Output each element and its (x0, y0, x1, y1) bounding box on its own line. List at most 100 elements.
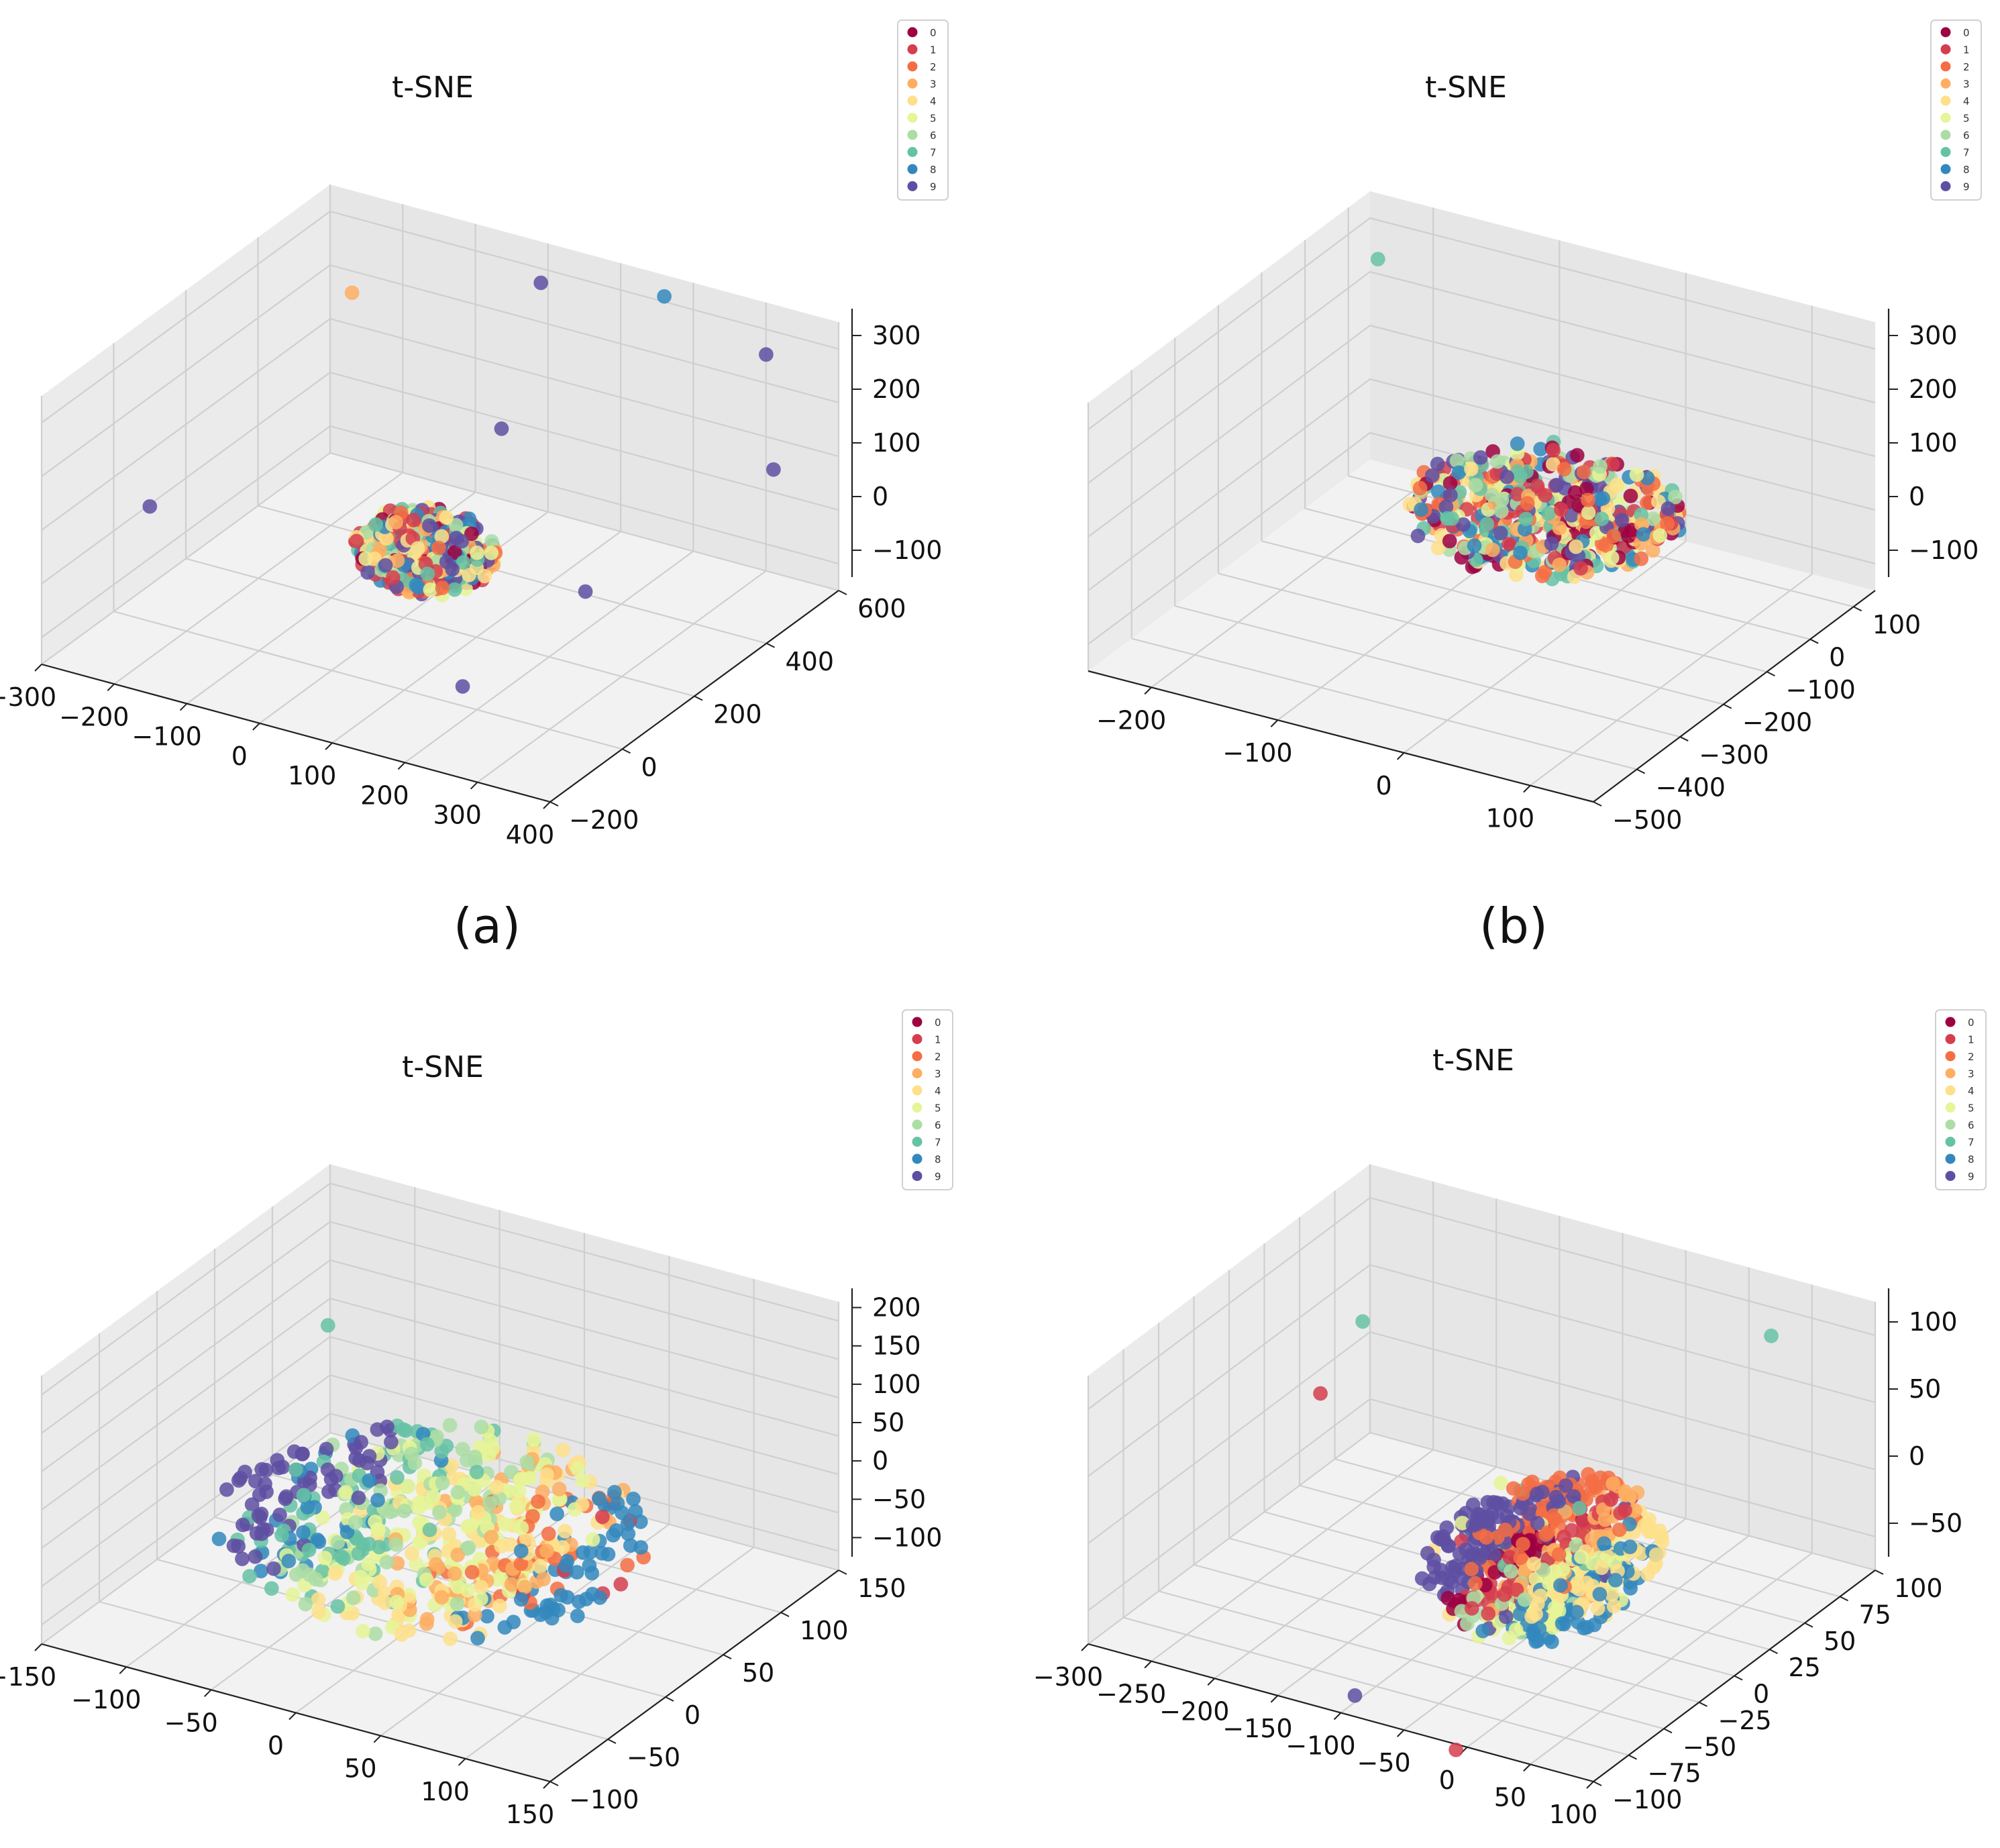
x-tick-label: −200 (1096, 705, 1166, 735)
y-axis-line (549, 1570, 839, 1782)
scatter-point (480, 1608, 494, 1624)
x-tick (252, 723, 260, 731)
x-gridline (1530, 573, 1813, 786)
scatter-point (1513, 1550, 1528, 1565)
y-tick (1804, 1622, 1813, 1628)
y-tick-label: −200 (569, 805, 639, 835)
scatter-point (628, 1504, 643, 1519)
y-tick (723, 1654, 732, 1659)
scatter-point (1569, 539, 1583, 554)
scatter-point (1537, 564, 1552, 580)
scatter-point (420, 566, 435, 582)
scatter-point (594, 1545, 610, 1561)
scatter-point (1465, 1497, 1481, 1512)
scatter-point (372, 1539, 387, 1555)
scatter-point (296, 1525, 311, 1540)
x-tick-label: 0 (231, 741, 248, 771)
scatter-point (574, 1497, 590, 1512)
scatter-point (296, 1488, 311, 1503)
legend-label: 8 (930, 164, 937, 176)
legend-box (897, 19, 949, 201)
scatter-point (1424, 468, 1440, 483)
legend-marker (912, 1102, 923, 1113)
legend-marker (1945, 1102, 1956, 1113)
scatter-point (461, 1540, 476, 1555)
z-tick-label: 0 (872, 482, 888, 511)
z-gridline (1088, 1398, 1876, 1611)
scatter-point (1486, 1547, 1502, 1562)
scatter-point (592, 1590, 608, 1605)
x-gridline (380, 1523, 670, 1737)
tsne-panel-a: −300−200−1000100200300400−2000200400600−… (0, 19, 949, 850)
y-tick (1593, 801, 1602, 807)
x-tick-label: −100 (1285, 1731, 1355, 1761)
legend: 0 1 2 3 4 5 6 7 8 9 (1930, 19, 1982, 201)
scatter-point (448, 1614, 463, 1629)
y-tick-label: 0 (1829, 643, 1845, 672)
scatter-point (383, 1435, 399, 1450)
scatter-point (361, 1556, 376, 1572)
scatter-point (311, 1604, 326, 1619)
scatter-point (513, 1592, 529, 1607)
scatter-point (397, 1503, 412, 1519)
legend-label: 2 (930, 61, 937, 73)
scatter-point (1442, 487, 1458, 503)
scatter-point (1594, 1560, 1610, 1576)
z-gridline (41, 1182, 839, 1396)
y-tick-label: −500 (1612, 805, 1682, 835)
scatter-point (360, 565, 376, 580)
scatter-point (554, 1588, 569, 1603)
scatter-point (536, 1572, 551, 1587)
scatter-point (578, 1592, 594, 1606)
scatter-point (1526, 1556, 1542, 1572)
legend-marker (1940, 79, 1951, 89)
scatter-point (1440, 511, 1455, 526)
x-tick (458, 1758, 466, 1766)
z-tick-label: 300 (872, 321, 921, 350)
legend-marker (912, 1119, 923, 1130)
z-tick-label: −100 (1909, 535, 1979, 565)
scatter-point (1606, 1476, 1621, 1492)
scatter-point (1518, 511, 1534, 527)
legend-label: 1 (930, 44, 937, 56)
scatter-point (1493, 525, 1508, 541)
z-gridline (1088, 1331, 1876, 1544)
y-gridline (1228, 1537, 1735, 1677)
scatter-point (1475, 1514, 1490, 1529)
x-tick-label: 0 (268, 1731, 284, 1761)
legend-marker (1940, 27, 1951, 38)
scatter-point (450, 1596, 465, 1612)
scatter-point (539, 1543, 554, 1559)
scatter-point (1584, 1478, 1599, 1494)
scatter-point (1667, 489, 1683, 505)
x-tick-label: 0 (1376, 771, 1392, 801)
scatter-point (330, 1599, 346, 1614)
scatter-point (551, 1482, 567, 1497)
z-tick-label: 100 (1909, 1307, 1958, 1337)
x-tick-label: 100 (288, 761, 337, 790)
scatter-point (497, 1517, 513, 1532)
scatter-point (1642, 1512, 1657, 1527)
x-axis-line (41, 663, 551, 803)
scatter-point (470, 545, 484, 560)
scatter-point (1634, 551, 1649, 566)
scatter-point (1489, 454, 1505, 469)
scatter-point (1442, 533, 1457, 549)
scatter-points (1370, 252, 1687, 586)
chart-title: t-SNE (1425, 70, 1507, 105)
x-tick-label: −300 (1033, 1662, 1103, 1692)
scatter-point (258, 1476, 273, 1492)
z-gridline (1088, 217, 1876, 430)
scatter-point (1581, 493, 1595, 508)
legend-box (902, 1009, 953, 1190)
scatter-point (351, 1546, 366, 1561)
scatter-point (657, 289, 672, 304)
legend-marker (912, 1051, 923, 1062)
scatter-point (1412, 480, 1428, 496)
scatter-point (570, 1461, 585, 1476)
y-tick-label: −100 (569, 1785, 639, 1814)
scatter-point (398, 1423, 413, 1438)
scatter-point (484, 546, 499, 560)
x-tick (203, 1689, 212, 1698)
scatter-point (555, 1540, 570, 1555)
